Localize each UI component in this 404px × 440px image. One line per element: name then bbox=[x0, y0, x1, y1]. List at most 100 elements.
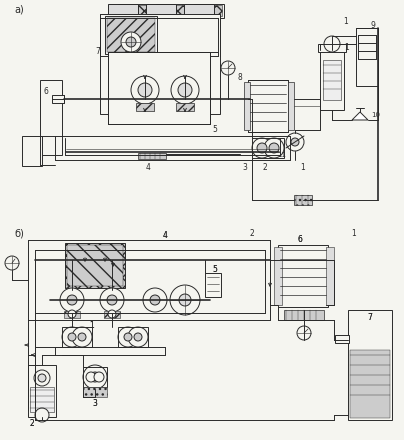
Circle shape bbox=[297, 326, 311, 340]
Circle shape bbox=[138, 83, 152, 97]
Polygon shape bbox=[352, 112, 368, 120]
Bar bbox=[326, 247, 334, 305]
Text: 1: 1 bbox=[90, 320, 95, 330]
Bar bbox=[65, 243, 125, 288]
Bar bbox=[62, 327, 92, 347]
Text: 2: 2 bbox=[263, 162, 267, 172]
Text: 3: 3 bbox=[242, 162, 247, 172]
Circle shape bbox=[221, 61, 235, 75]
Text: 4: 4 bbox=[162, 231, 167, 239]
Bar bbox=[350, 350, 390, 418]
Text: 3: 3 bbox=[93, 399, 97, 407]
Circle shape bbox=[286, 133, 304, 151]
Bar bbox=[118, 4, 148, 18]
Bar bbox=[105, 16, 157, 54]
Bar bbox=[100, 14, 220, 114]
Bar bbox=[40, 80, 62, 155]
Circle shape bbox=[178, 83, 192, 97]
Bar bbox=[120, 5, 146, 16]
Circle shape bbox=[128, 327, 148, 347]
Text: 4: 4 bbox=[145, 164, 150, 172]
Text: 6: 6 bbox=[44, 87, 48, 95]
Bar bbox=[335, 335, 349, 343]
Bar bbox=[320, 50, 344, 110]
Circle shape bbox=[5, 256, 19, 270]
Bar bbox=[194, 4, 224, 18]
Circle shape bbox=[35, 408, 49, 422]
Bar bbox=[146, 4, 176, 17]
Circle shape bbox=[124, 333, 132, 341]
Bar bbox=[284, 310, 324, 320]
Bar bbox=[252, 138, 284, 158]
Text: 6: 6 bbox=[298, 235, 303, 243]
Text: 10: 10 bbox=[372, 112, 381, 118]
Bar bbox=[108, 56, 210, 124]
Circle shape bbox=[68, 310, 76, 318]
Bar bbox=[100, 18, 218, 56]
Circle shape bbox=[143, 288, 167, 312]
Text: 1: 1 bbox=[345, 44, 349, 52]
Circle shape bbox=[179, 294, 191, 306]
Circle shape bbox=[291, 138, 299, 146]
Bar bbox=[108, 4, 138, 17]
Bar bbox=[107, 18, 155, 52]
Bar bbox=[176, 103, 194, 111]
Circle shape bbox=[121, 32, 141, 52]
Circle shape bbox=[324, 36, 340, 52]
Text: а): а) bbox=[14, 5, 24, 15]
Circle shape bbox=[68, 333, 76, 341]
Text: 1: 1 bbox=[351, 228, 356, 238]
Circle shape bbox=[171, 76, 199, 104]
Circle shape bbox=[131, 76, 159, 104]
Bar bbox=[156, 4, 186, 18]
Text: 1: 1 bbox=[90, 320, 95, 330]
Circle shape bbox=[72, 327, 92, 347]
Bar bbox=[288, 82, 294, 130]
Circle shape bbox=[134, 333, 142, 341]
Bar bbox=[104, 311, 120, 318]
Circle shape bbox=[60, 288, 84, 312]
Bar bbox=[28, 365, 56, 417]
Bar bbox=[22, 136, 42, 166]
Bar bbox=[67, 245, 123, 286]
Bar bbox=[356, 28, 378, 86]
Circle shape bbox=[86, 372, 96, 382]
Bar bbox=[118, 327, 148, 347]
Text: б): б) bbox=[14, 228, 24, 238]
Bar bbox=[83, 387, 107, 397]
Bar bbox=[138, 153, 166, 159]
Circle shape bbox=[83, 365, 107, 389]
Circle shape bbox=[150, 295, 160, 305]
Bar bbox=[294, 195, 312, 205]
Bar bbox=[30, 387, 54, 412]
Bar bbox=[244, 82, 250, 130]
Text: 8: 8 bbox=[238, 73, 242, 81]
Circle shape bbox=[67, 295, 77, 305]
Bar bbox=[323, 60, 341, 100]
Circle shape bbox=[118, 327, 138, 347]
Text: 7: 7 bbox=[96, 48, 101, 56]
Circle shape bbox=[264, 138, 284, 158]
Bar bbox=[348, 310, 392, 420]
Circle shape bbox=[34, 370, 50, 386]
Text: 6: 6 bbox=[298, 235, 303, 243]
Text: 5: 5 bbox=[213, 125, 217, 135]
Circle shape bbox=[170, 285, 200, 315]
Text: 4: 4 bbox=[162, 231, 167, 239]
Bar bbox=[158, 5, 184, 16]
Text: 2: 2 bbox=[29, 418, 34, 428]
Bar bbox=[205, 273, 221, 297]
Text: 3: 3 bbox=[93, 399, 97, 407]
Circle shape bbox=[269, 143, 279, 153]
Bar bbox=[83, 367, 107, 387]
Text: 9: 9 bbox=[370, 21, 375, 29]
Text: 1: 1 bbox=[301, 162, 305, 172]
Bar bbox=[108, 52, 210, 124]
Circle shape bbox=[90, 372, 100, 382]
Circle shape bbox=[38, 374, 46, 382]
Text: 2: 2 bbox=[250, 228, 255, 238]
Circle shape bbox=[169, 92, 181, 104]
Text: 7: 7 bbox=[368, 312, 372, 322]
Bar bbox=[64, 311, 80, 318]
Circle shape bbox=[62, 327, 82, 347]
